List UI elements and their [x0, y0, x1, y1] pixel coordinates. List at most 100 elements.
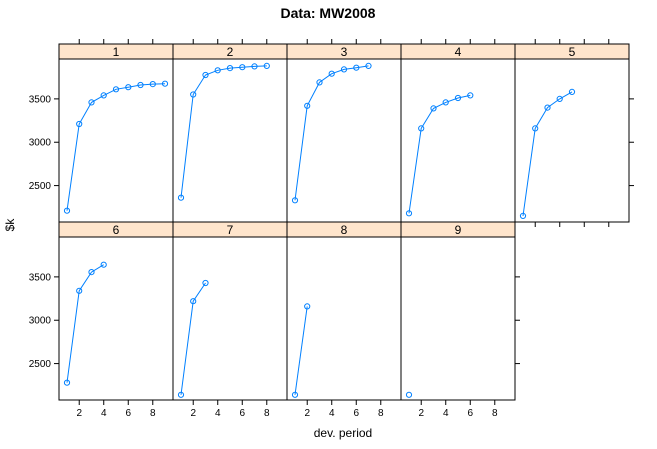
strip-label-5: 5: [569, 45, 576, 59]
series-line-4: [408, 94, 471, 214]
series-line-7: [180, 282, 206, 395]
strip-label-9: 9: [455, 223, 462, 237]
data-point: [100, 261, 107, 268]
y-axis-label: $k: [3, 218, 17, 232]
data-point: [532, 125, 539, 132]
data-point: [405, 391, 413, 398]
x-tick-label: 2: [418, 408, 424, 419]
data-point: [202, 279, 209, 287]
panel-box-2: [172, 58, 288, 223]
data-point: [467, 92, 474, 99]
data-point: [137, 81, 144, 89]
x-tick-label: 8: [492, 408, 498, 419]
panel-4: 4: [400, 39, 516, 223]
data-point: [291, 391, 299, 398]
panel-box-7: [172, 236, 288, 401]
x-tick-label: 4: [329, 408, 335, 419]
panel-3: 3: [286, 39, 402, 223]
panel-7: 7 2 4 6 8: [172, 221, 288, 419]
data-point: [239, 64, 246, 71]
y-tick-label: 3000: [29, 138, 52, 149]
series-line-5: [522, 91, 573, 216]
panel-8: 8 2 4 6 8: [286, 221, 402, 419]
x-tick-label: 6: [125, 408, 131, 419]
x-tick-label: 2: [304, 408, 310, 419]
x-tick-label: 2: [190, 408, 196, 419]
x-tick-label: 4: [215, 408, 221, 419]
data-point: [63, 379, 71, 386]
x-tick-label: 2: [76, 408, 82, 419]
x-tick-label: 4: [443, 408, 449, 419]
x-tick-label: 8: [150, 408, 156, 419]
data-point: [112, 86, 120, 93]
panel-2: 2: [172, 39, 288, 223]
data-point: [418, 125, 425, 132]
panel-box-3: [286, 58, 402, 223]
data-point: [88, 99, 95, 106]
data-point: [291, 197, 299, 204]
data-point: [405, 210, 413, 217]
panel-1: 1 2500 3000 3500: [29, 39, 174, 223]
data-point: [304, 102, 311, 109]
data-point: [328, 70, 335, 77]
strip-label-1: 1: [113, 45, 120, 59]
strip-label-8: 8: [341, 223, 348, 237]
data-point: [316, 79, 323, 86]
data-point: [177, 391, 185, 398]
data-point: [76, 120, 83, 128]
x-tick-label: 4: [101, 408, 107, 419]
data-point: [544, 104, 551, 111]
data-point: [226, 65, 234, 72]
data-point: [202, 71, 209, 79]
x-tick-label: 8: [378, 408, 384, 419]
chart-title: Data: MW2008: [281, 5, 376, 21]
y-tick-label: 2500: [29, 359, 52, 370]
strip-label-4: 4: [455, 45, 462, 59]
series-line-3: [294, 65, 369, 201]
data-point: [214, 67, 221, 74]
panel-box-5: [514, 58, 630, 223]
x-axis-label: dev. period: [314, 426, 372, 440]
panel-box-8: [286, 236, 402, 401]
x-tick-label: 6: [239, 408, 245, 419]
data-point: [442, 99, 449, 106]
data-point: [304, 303, 311, 310]
data-point: [263, 62, 270, 70]
strip-label-3: 3: [341, 45, 348, 59]
data-point: [568, 88, 576, 96]
data-point: [454, 94, 462, 102]
panel-box-1: [58, 58, 174, 223]
series-line-6: [66, 264, 104, 383]
data-point: [353, 64, 360, 71]
strip-label-7: 7: [227, 223, 234, 237]
data-point: [63, 207, 71, 214]
panel-5: 5: [514, 39, 634, 227]
data-point: [190, 91, 197, 98]
series-line-1: [66, 83, 166, 211]
data-point: [76, 287, 83, 294]
y-tick-label: 3000: [29, 316, 52, 327]
y-tick-label: 3500: [29, 272, 52, 283]
data-point: [251, 63, 258, 70]
series-line-8: [294, 306, 308, 395]
panel-9: 9 2 4 6 8: [400, 221, 520, 419]
strip-label-6: 6: [113, 223, 120, 237]
x-tick-label: 6: [353, 408, 359, 419]
data-point: [161, 80, 169, 87]
data-point: [340, 66, 348, 73]
y-tick-label: 2500: [29, 181, 52, 192]
data-point: [125, 84, 132, 91]
panel-box-9: [400, 236, 516, 401]
x-tick-label: 6: [467, 408, 473, 419]
data-point: [177, 194, 185, 201]
data-point: [88, 269, 95, 276]
y-tick-label: 3500: [29, 94, 52, 105]
series-line-2: [180, 65, 267, 198]
panel-6: 6 2 4 6 8 2500 3000 3500: [29, 221, 174, 419]
panel-box-6: [58, 236, 174, 401]
data-point: [149, 81, 156, 88]
strip-label-2: 2: [227, 45, 234, 59]
data-point: [430, 105, 437, 112]
